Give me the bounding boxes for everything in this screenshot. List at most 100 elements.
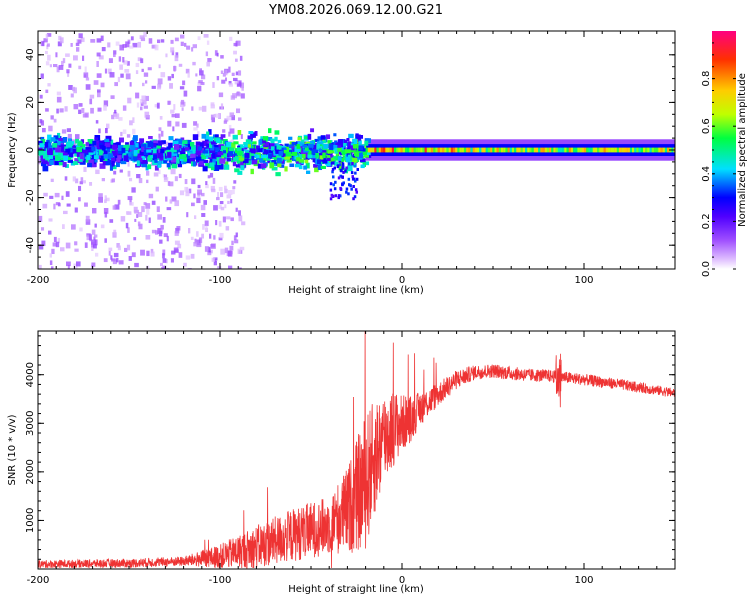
band-blob [185, 154, 190, 159]
noise-blob [41, 240, 46, 246]
band-blob [117, 157, 124, 163]
tail-blob [354, 171, 357, 175]
noise-blob [162, 258, 167, 263]
band-blob [184, 147, 190, 151]
band-blob [209, 162, 215, 167]
noise-blob [74, 248, 79, 252]
band-blob [250, 168, 254, 175]
band-blob [314, 166, 319, 173]
band-blob [223, 150, 227, 154]
noise-blob [119, 64, 123, 70]
noise-blob [136, 214, 139, 218]
carrier-cell [372, 147, 375, 153]
band-blob [327, 157, 331, 162]
band-blob [221, 151, 227, 158]
noise-blob [101, 178, 105, 182]
noise-blob [158, 64, 161, 69]
noise-blob [91, 242, 95, 248]
noise-blob [91, 247, 94, 251]
carrier-cell [479, 147, 482, 153]
noise-blob [48, 125, 53, 132]
carrier-cell [439, 147, 443, 153]
noise-blob [137, 212, 143, 218]
band-blob [258, 148, 263, 153]
band-blob [117, 148, 124, 154]
band-blob [260, 163, 267, 169]
band-blob [353, 162, 357, 168]
noise-blob [38, 156, 41, 161]
band-blob [218, 164, 224, 170]
band-blob [52, 154, 58, 159]
noise-blob [62, 224, 65, 230]
band-blob [147, 164, 152, 170]
carrier-cell [466, 147, 469, 153]
band-blob [85, 147, 92, 151]
noise-blob [167, 181, 171, 186]
noise-blob [226, 194, 232, 199]
noise-blob [74, 207, 78, 213]
noise-blob [178, 63, 183, 67]
band-blob [358, 145, 363, 151]
noise-blob [97, 107, 102, 112]
snr-data [38, 331, 675, 569]
noise-blob [224, 188, 228, 194]
noise-blob [96, 52, 101, 57]
band-blob [280, 159, 285, 164]
band-blob [357, 137, 362, 143]
band-blob [288, 144, 295, 149]
noise-blob [85, 77, 90, 81]
noise-blob [228, 124, 232, 129]
band-blob [156, 152, 163, 159]
tail-blob [342, 181, 345, 185]
noise-blob [193, 127, 198, 131]
noise-blob [38, 264, 42, 269]
band-blob [251, 160, 258, 165]
noise-blob [238, 267, 242, 269]
band-blob [234, 168, 240, 173]
band-blob [93, 149, 98, 155]
carrier-cell [389, 147, 392, 153]
band-blob [191, 161, 195, 167]
carrier-cell [584, 147, 587, 153]
noise-blob [202, 105, 207, 112]
band-blob [226, 142, 233, 148]
band-blob [330, 160, 335, 165]
noise-blob [146, 171, 150, 176]
noise-blob [224, 247, 229, 254]
noise-blob [129, 45, 134, 49]
noise-blob [61, 195, 64, 201]
noise-blob [211, 243, 216, 249]
band-blob [196, 150, 201, 156]
band-blob [183, 160, 187, 165]
noise-blob [235, 71, 239, 76]
band-blob [319, 155, 324, 160]
noise-blob [77, 39, 82, 44]
band-blob [311, 149, 317, 155]
band-blob [209, 148, 216, 154]
carrier-cell [527, 147, 530, 153]
band-blob [362, 151, 367, 156]
carrier-cell [653, 147, 657, 153]
band-blob [141, 143, 147, 150]
spectrogram-ylabel: Frequency (Hz) [7, 112, 18, 188]
band-blob [111, 150, 117, 156]
noise-blob [115, 113, 120, 119]
noise-blob [91, 229, 96, 235]
noise-blob [58, 65, 64, 70]
noise-blob [78, 103, 83, 107]
noise-blob [181, 107, 184, 111]
noise-blob [70, 43, 73, 47]
noise-blob [119, 44, 125, 51]
y-tick-label: 3000 [25, 411, 36, 436]
band-blob [147, 141, 154, 148]
band-blob [52, 143, 58, 148]
tail-blob [350, 171, 354, 175]
noise-blob [43, 38, 48, 43]
band-blob [114, 150, 119, 156]
carrier-cell [645, 147, 648, 153]
carrier-cell [610, 147, 613, 153]
band-blob [217, 152, 224, 156]
noise-blob [215, 220, 218, 226]
noise-blob [167, 100, 172, 105]
